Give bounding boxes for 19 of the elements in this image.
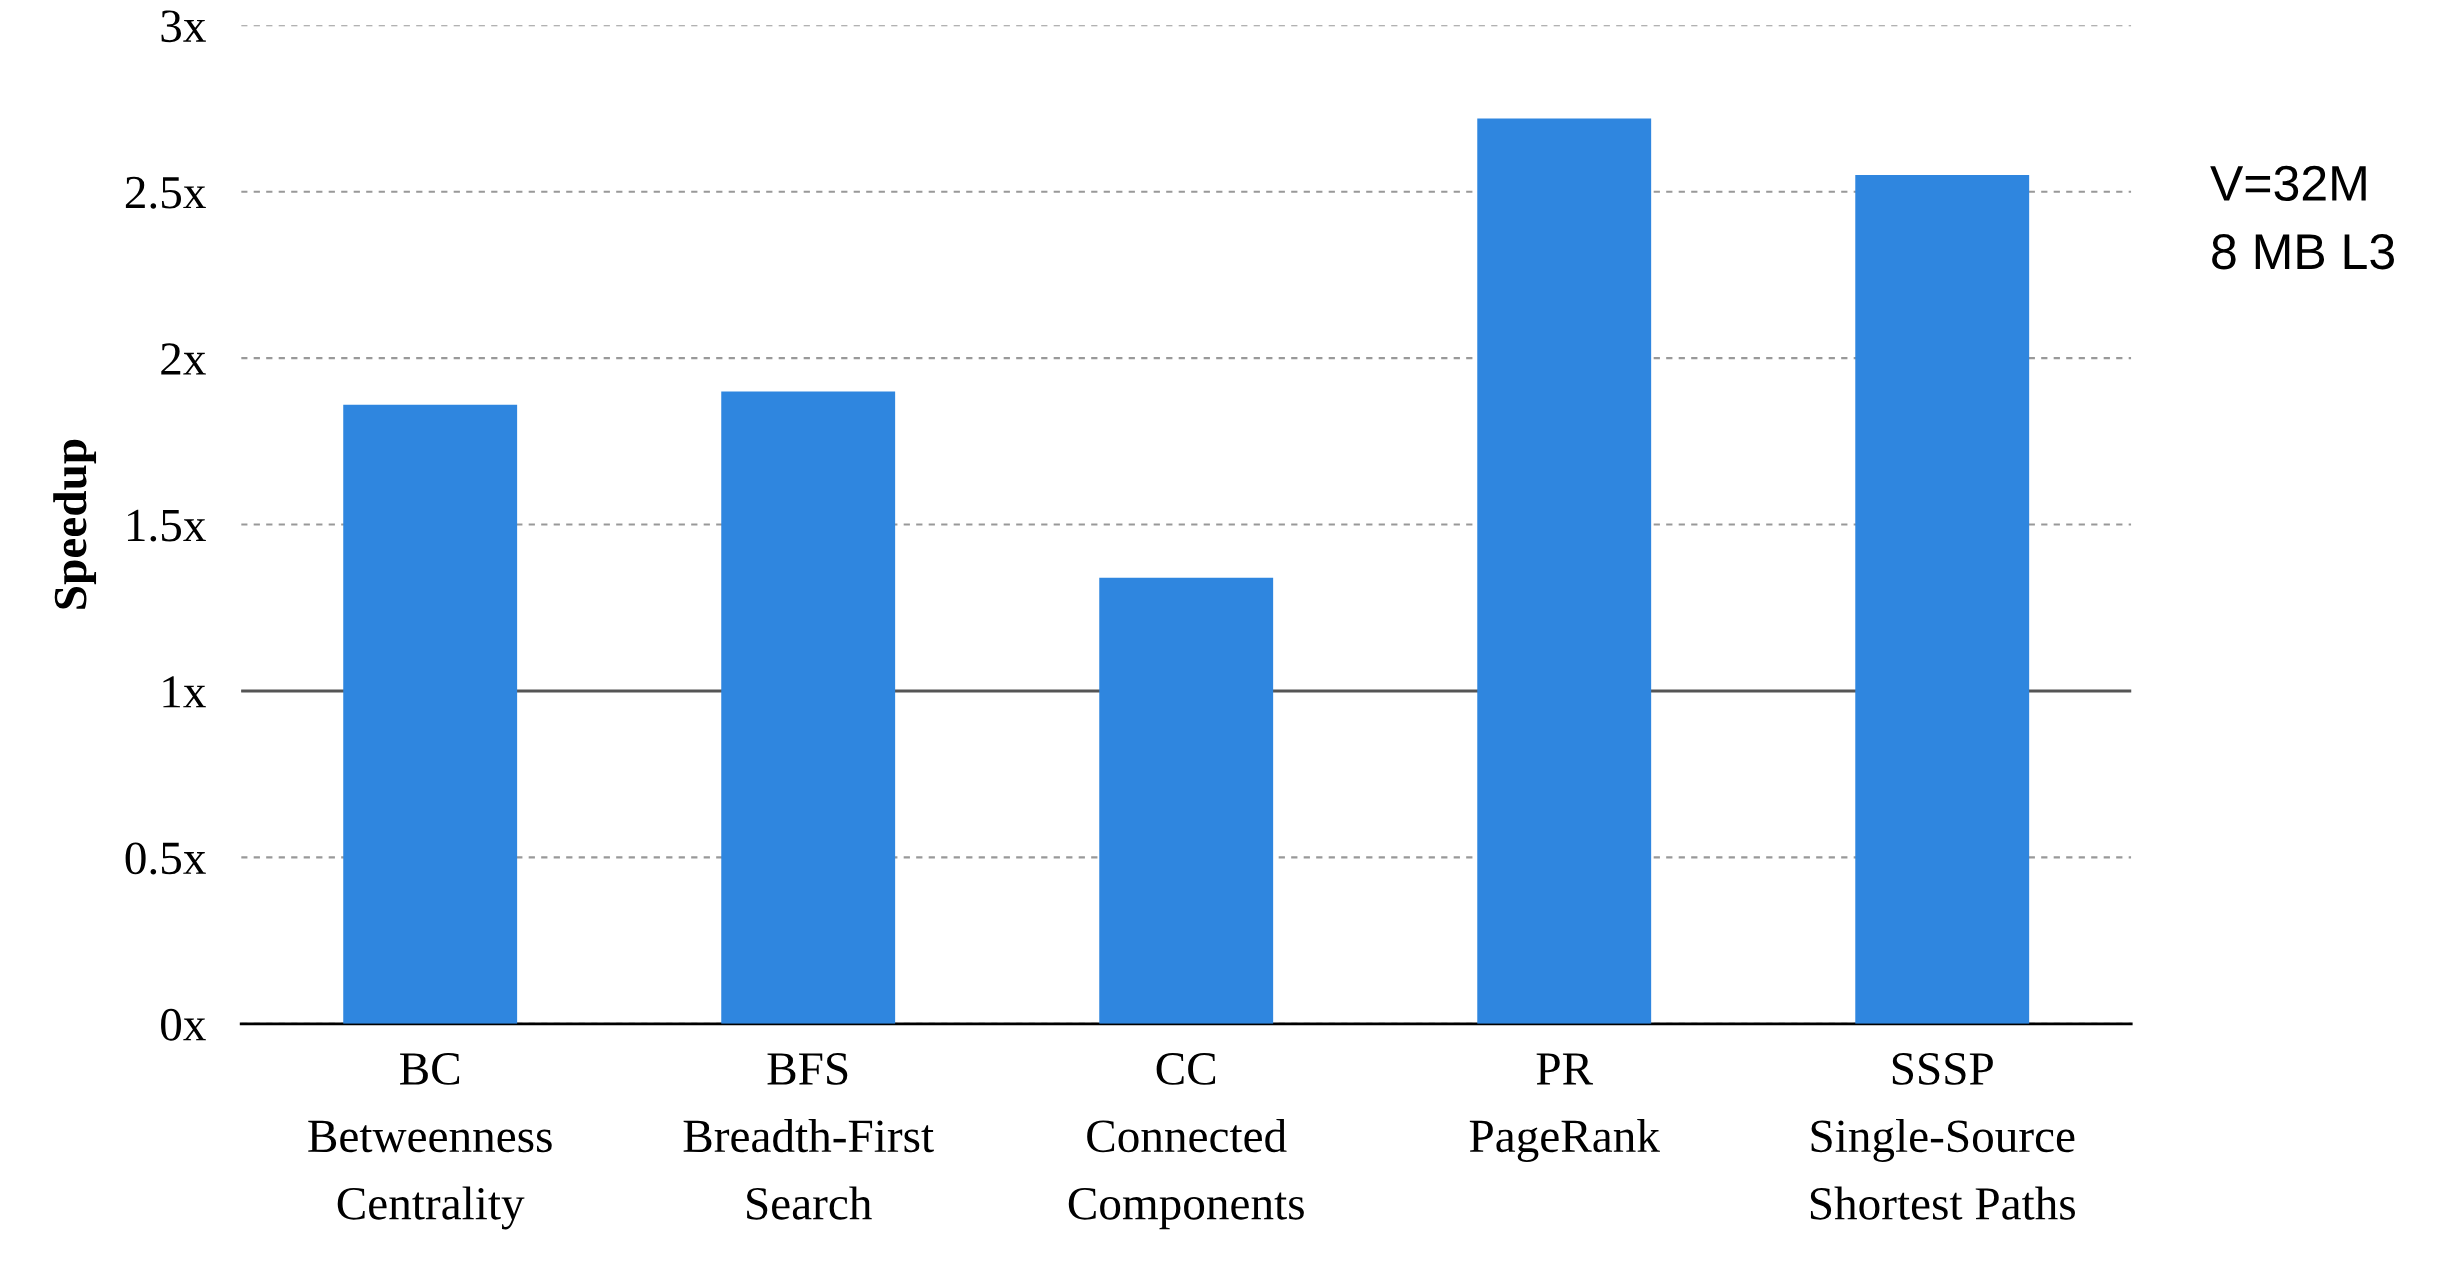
x-tick-label: SSSP Single-Source Shortest Paths (1810, 1053, 2075, 1220)
x-tick-label: BFS Breadth-First Search (683, 1053, 934, 1220)
text: V=32M 8 MB L3 (2210, 165, 2394, 270)
bar (1855, 175, 2030, 1024)
y-tick-label: 1.5x (127, 509, 206, 542)
y-tick-label: 2.5x (125, 176, 206, 209)
y-tick-label: 3x (161, 10, 206, 43)
bar (1099, 577, 1274, 1024)
x-tick-label: PR PageRank (1469, 1053, 1660, 1162)
y-tick-label: 2x (161, 343, 206, 375)
bar (343, 404, 518, 1024)
y-axis-title: Speedup (53, 439, 97, 609)
bar (721, 391, 896, 1024)
x-tick-label: BC Betweenness Centrality (308, 1053, 552, 1230)
y-tick-label: 0.5x (125, 842, 206, 875)
bar (1477, 118, 1652, 1024)
y-tick-label: 1x (163, 676, 206, 708)
x-tick-label: CC Connected Components (1068, 1053, 1304, 1230)
y-tick-label: 0x (161, 1008, 206, 1041)
